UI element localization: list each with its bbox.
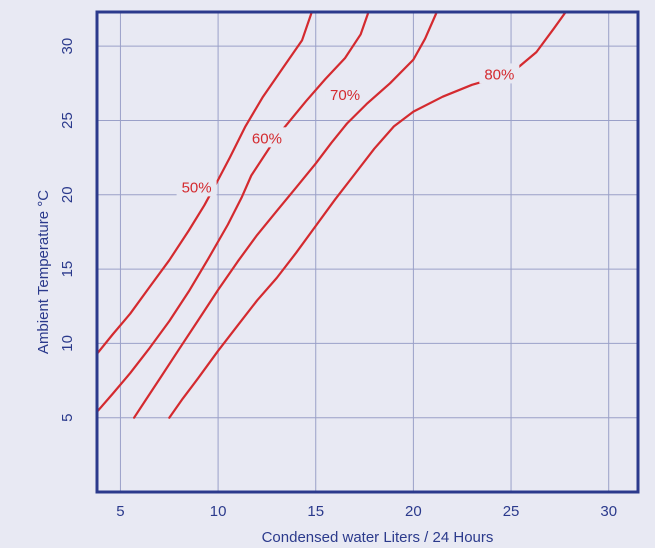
x-tick-label-5: 5 bbox=[116, 503, 124, 520]
x-tick-label-10: 10 bbox=[210, 503, 227, 520]
series-label-80pct: 80% bbox=[484, 66, 514, 83]
x-tick-label-25: 25 bbox=[503, 503, 520, 520]
series-line-70pct bbox=[133, 10, 438, 419]
y-tick-label-15: 15 bbox=[59, 261, 76, 278]
series-labels: 50% 60% 70% 80% bbox=[176, 63, 520, 197]
x-tick-label-15: 15 bbox=[307, 503, 324, 520]
series-label-knockout-60pct bbox=[246, 127, 287, 148]
series-label-knockout-50pct bbox=[176, 176, 217, 197]
y-tick-label-5: 5 bbox=[59, 414, 76, 422]
plot-frame bbox=[95, 10, 640, 494]
x-tick-label-20: 20 bbox=[405, 503, 422, 520]
x-axis-title: Condensed water Liters / 24 Hours bbox=[262, 529, 494, 546]
series-line-60pct bbox=[95, 10, 370, 413]
series-label-60pct: 60% bbox=[252, 130, 282, 147]
y-axis-title: Ambient Temperature °C bbox=[35, 190, 52, 354]
series-label-knockout-70pct bbox=[325, 84, 366, 105]
y-tick-label-25: 25 bbox=[59, 112, 76, 129]
series-label-50pct: 50% bbox=[182, 179, 212, 196]
series-label-knockout-80pct bbox=[479, 63, 520, 84]
series-label-70pct: 70% bbox=[330, 87, 360, 104]
grid bbox=[97, 12, 638, 492]
y-tick-label-30: 30 bbox=[59, 38, 76, 55]
y-tick-label-10: 10 bbox=[59, 335, 76, 352]
x-tick-labels: 5 10 15 20 25 30 bbox=[116, 503, 617, 520]
y-tick-labels: 5 10 15 20 25 30 bbox=[59, 38, 76, 422]
y-tick-label-20: 20 bbox=[59, 186, 76, 203]
x-tick-label-30: 30 bbox=[600, 503, 617, 520]
